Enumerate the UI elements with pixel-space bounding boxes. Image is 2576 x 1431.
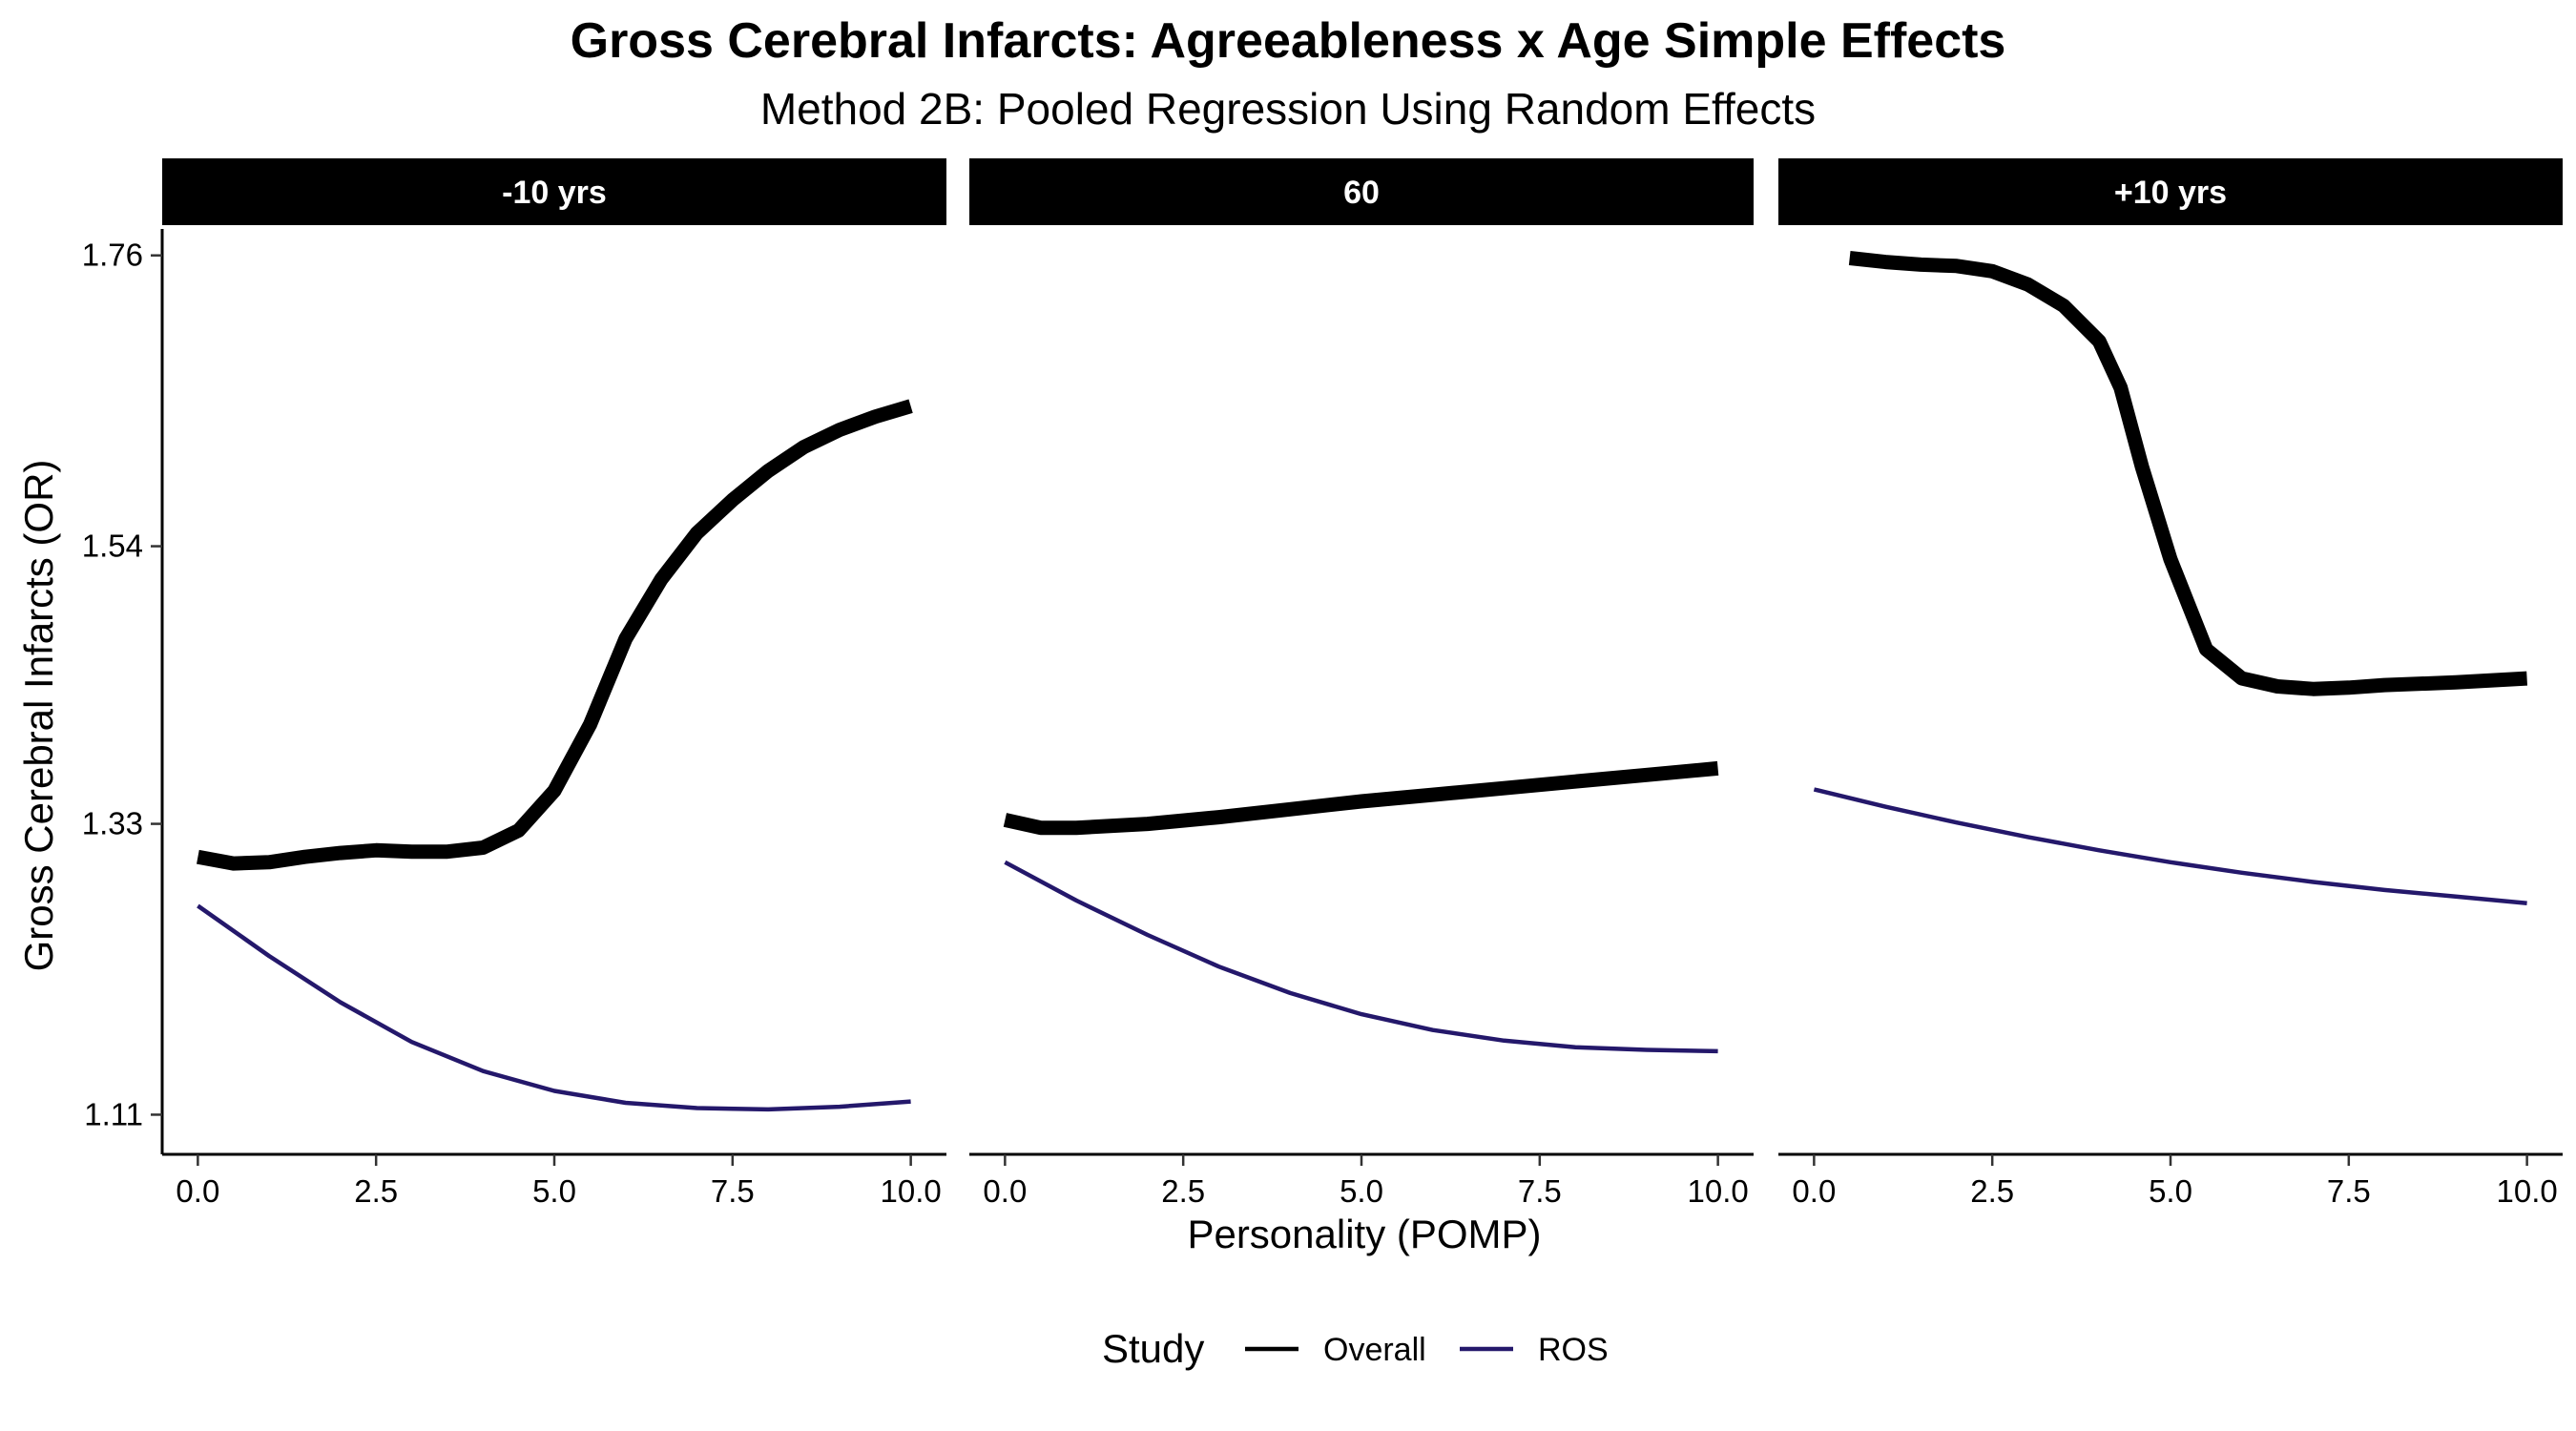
x-tick-label: 5.0	[532, 1173, 576, 1209]
series-line-overall	[1003, 760, 1719, 836]
x-tick-label: 0.0	[1792, 1173, 1836, 1209]
facet-panel: +10 yrs 0.0 2.5 5.0 7.5 10.0	[1778, 158, 2563, 1209]
x-tick-label: 2.5	[1161, 1173, 1205, 1209]
x-tick-label: 7.5	[2327, 1173, 2371, 1209]
y-tick-label: 1.76	[82, 238, 143, 273]
facet-strip-label: 60	[1343, 175, 1380, 211]
x-tick-label: 7.5	[711, 1173, 755, 1209]
y-tick-label: 1.54	[82, 529, 143, 564]
series-line-overall	[197, 399, 913, 871]
x-tick-label: 7.5	[1518, 1173, 1562, 1209]
x-tick-label: 10.0	[2497, 1173, 2558, 1209]
x-tick-label: 0.0	[176, 1173, 219, 1209]
facet-panel: -10 yrs 0.0 2.5 5.0 7.5 10.0	[162, 158, 946, 1209]
chart-subtitle: Method 2B: Pooled Regression Using Rando…	[760, 84, 1816, 134]
facet-panels: -10 yrs 0.0 2.5 5.0 7.5 10.0 60 0.0 2.5 5.0 7.5 10.…	[162, 158, 2563, 1209]
x-tick-label: 2.5	[354, 1173, 398, 1209]
y-tick-label: 1.11	[84, 1096, 143, 1131]
series-line-ros	[197, 903, 911, 1112]
facet-panel: 60 0.0 2.5 5.0 7.5 10.0	[969, 158, 1754, 1209]
y-axis: 1.11 1.33 1.54 1.76	[82, 229, 164, 1154]
legend-title: Study	[1102, 1326, 1204, 1371]
legend-label-overall: Overall	[1323, 1332, 1426, 1368]
facet-strip	[1778, 158, 2563, 225]
chart-title: Gross Cerebral Infarcts: Agreeableness x…	[571, 13, 2006, 69]
x-tick-label: 10.0	[881, 1173, 942, 1209]
y-axis-title: Gross Cerebral Infarcts (OR)	[16, 460, 61, 972]
series-line-ros	[1813, 787, 2527, 905]
x-tick-label: 2.5	[1970, 1173, 2014, 1209]
x-tick-label: 5.0	[2149, 1173, 2192, 1209]
legend: Study Overall ROS	[1102, 1326, 1609, 1371]
series-line-ros	[1004, 860, 1718, 1054]
facet-strip	[162, 158, 946, 225]
y-tick-label: 1.33	[82, 806, 143, 841]
facet-strip-label: -10 yrs	[502, 175, 607, 211]
x-tick-label: 10.0	[1688, 1173, 1749, 1209]
x-tick-label: 5.0	[1340, 1173, 1383, 1209]
facet-strip-label: +10 yrs	[2114, 175, 2227, 211]
facet-strip	[969, 158, 1754, 225]
x-tick-label: 0.0	[983, 1173, 1027, 1209]
legend-label-ros: ROS	[1538, 1332, 1609, 1368]
series-line-overall	[1848, 251, 2528, 696]
x-axis-title: Personality (POMP)	[1187, 1212, 1541, 1256]
